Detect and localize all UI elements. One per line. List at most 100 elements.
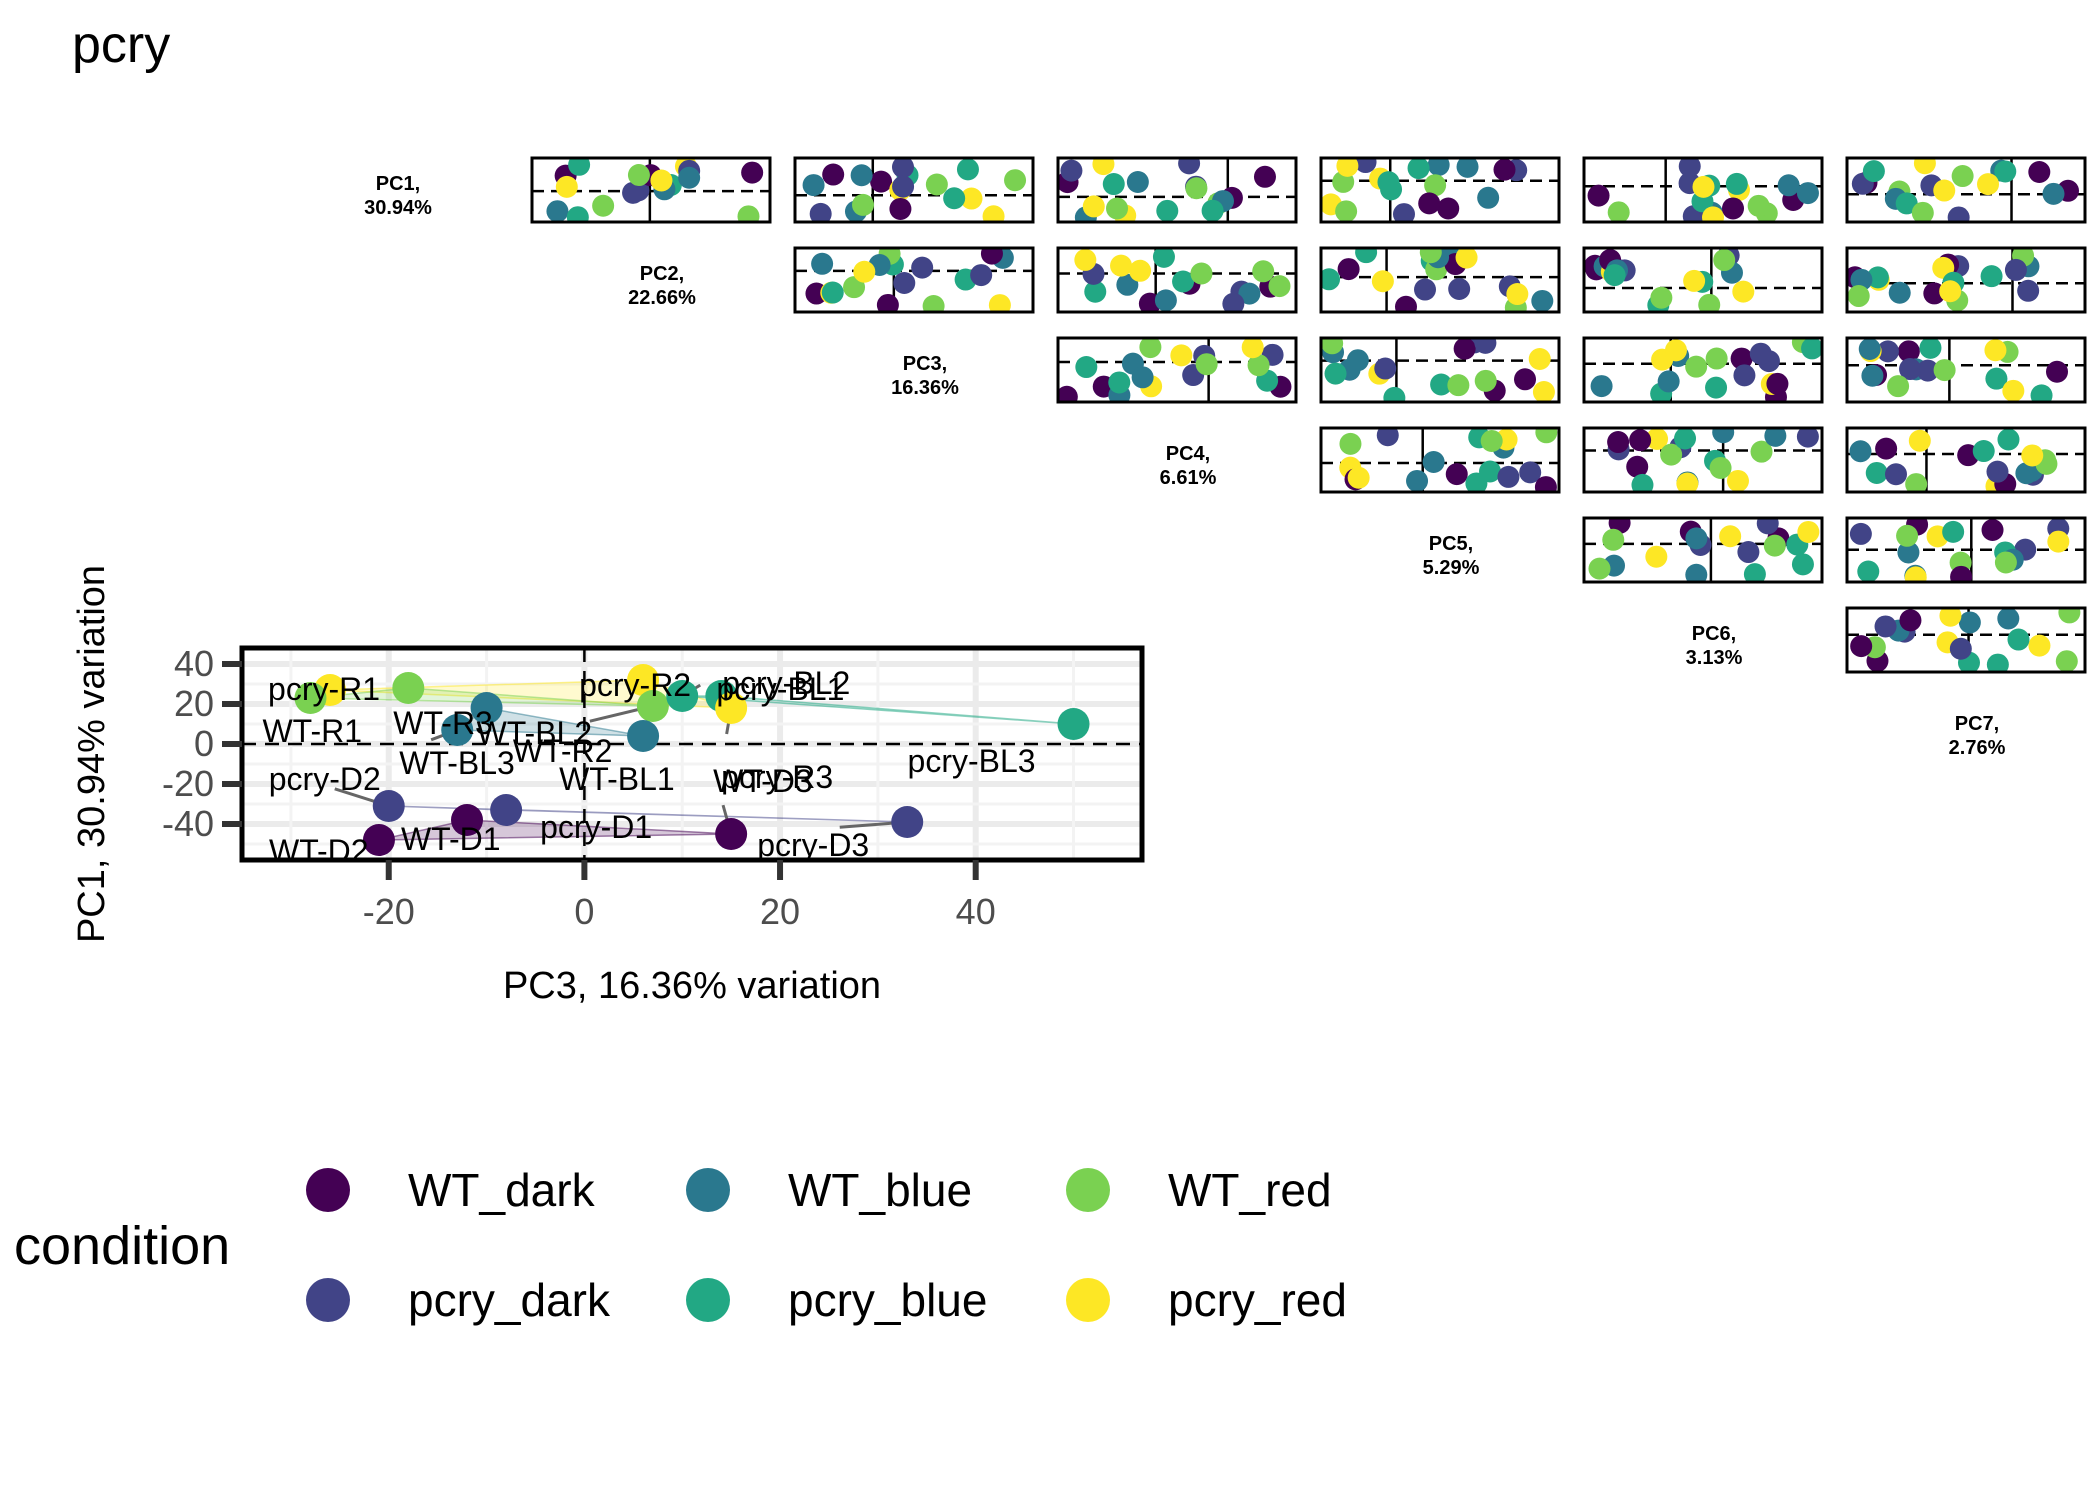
pair-point: [1796, 428, 1819, 448]
pair-point: [1994, 551, 2017, 574]
pair-point: [1874, 615, 1897, 638]
point-pcry-D2: [372, 790, 405, 822]
pair-point: [1587, 184, 1610, 207]
diag-label-pc: PC4,: [1166, 443, 1210, 465]
pair-panel: [1582, 426, 1824, 494]
pair-panel-border: [793, 246, 1035, 314]
point-pcry-BL3: [1057, 708, 1090, 740]
pair-point: [1152, 248, 1175, 268]
point-label-WT-D3: WT-D3: [713, 763, 813, 799]
pair-panel-border: [1056, 156, 1298, 224]
pair-point: [2007, 628, 2030, 651]
pair-panel: [1845, 246, 2087, 314]
pair-panel: [1056, 336, 1298, 404]
pair-point: [1337, 258, 1360, 281]
diag-label-pc: PC3,: [903, 353, 947, 375]
pair-panel-border: [1845, 336, 2087, 404]
y-tick-label: 0: [194, 723, 214, 764]
pair-panel-border: [1319, 336, 1561, 404]
pair-point: [1796, 182, 1819, 205]
pair-point: [889, 197, 912, 220]
diag-label-pct: 30.94%: [364, 197, 432, 219]
pair-panel: [1056, 246, 1298, 314]
pair-point: [546, 200, 569, 222]
pair-point: [850, 164, 873, 187]
diag-label-pc: PC1,: [376, 173, 420, 195]
pair-panel: [793, 246, 1035, 314]
pair-point: [1942, 520, 1965, 543]
point-label-pcry-R1: pcry-R1: [268, 671, 380, 707]
pair-point: [925, 173, 948, 196]
pair-panel: [1582, 156, 1824, 224]
pair-panel-border: [1845, 606, 2087, 674]
pair-point: [1418, 192, 1441, 215]
pair-point: [1657, 370, 1680, 393]
pair-point: [2042, 182, 2065, 205]
diag-label-pct: 3.13%: [1686, 647, 1743, 669]
pair-point: [627, 164, 650, 187]
pair-point: [1455, 248, 1478, 269]
pair-point: [1645, 545, 1668, 568]
pair-point: [1602, 528, 1625, 551]
pair-point: [1986, 460, 2009, 483]
pair-point: [1534, 476, 1557, 492]
pair-point: [1506, 283, 1529, 306]
pair-panel: [1056, 156, 1298, 224]
pair-panel-border: [1319, 426, 1561, 494]
pair-point: [1958, 611, 1981, 634]
pair-panel-border: [1056, 246, 1298, 314]
point-label-WT-R1: WT-R1: [262, 713, 362, 749]
pair-point: [1997, 608, 2020, 630]
pair-point: [1950, 565, 1973, 582]
pair-point: [1980, 265, 2003, 288]
point-label-WT-D1: WT-D1: [401, 821, 501, 857]
pair-point: [1705, 376, 1728, 399]
pair-point: [1726, 469, 1749, 492]
pair-point: [1607, 431, 1630, 454]
pair-point: [1437, 197, 1460, 220]
pair-point: [1849, 440, 1872, 463]
pair-point: [1951, 165, 1974, 188]
legend-key-WT_blue: [686, 1168, 730, 1212]
pair-point: [802, 174, 825, 197]
pair-point: [1737, 541, 1760, 564]
pair-point: [1394, 295, 1417, 312]
pair-point: [1603, 264, 1626, 287]
point-label-WT-BL1: WT-BL1: [559, 761, 675, 797]
pair-point: [1126, 171, 1149, 194]
pair-point: [1447, 374, 1470, 397]
pair-point: [1692, 175, 1715, 198]
pair-point: [1749, 342, 1772, 365]
diag-label-pct: 6.61%: [1160, 467, 1217, 489]
point-label-pcry-R2: pcry-R2: [579, 667, 691, 703]
pair-point: [1075, 356, 1098, 379]
pair-point: [1899, 358, 1922, 381]
pair-point: [1084, 280, 1107, 303]
pair-point: [2021, 444, 2044, 467]
point-WT-R3: [392, 672, 425, 704]
pair-point: [1986, 653, 2009, 672]
pair-point: [1110, 254, 1133, 277]
y-tick-label: 20: [174, 683, 214, 724]
diagonal-labels: PC1,30.94% PC2,22.66% PC3,16.36% PC4,6.61% P…: [364, 173, 2005, 759]
pair-point: [1997, 428, 2020, 451]
pair-point: [1074, 248, 1097, 271]
pair-point: [1346, 349, 1369, 372]
pair-point: [1896, 524, 1919, 547]
legend-label-pcry_red: pcry_red: [1168, 1274, 1347, 1326]
pair-point: [911, 256, 934, 279]
pair-panel: [1845, 336, 2087, 404]
pair-point: [1730, 347, 1753, 370]
pair-point: [2028, 160, 2051, 183]
point-label-pcry-D1: pcry-D1: [540, 809, 652, 845]
pair-point: [678, 166, 701, 189]
point-label-WT-D2: WT-D2: [269, 833, 369, 869]
point-pcry-D3: [891, 806, 924, 838]
pair-panel: [793, 156, 1035, 224]
pair-point: [1913, 158, 1936, 175]
pair-panel-border: [1845, 246, 2087, 314]
pair-point: [2058, 608, 2081, 624]
pair-point: [741, 161, 764, 184]
pair-point: [1884, 463, 1907, 486]
